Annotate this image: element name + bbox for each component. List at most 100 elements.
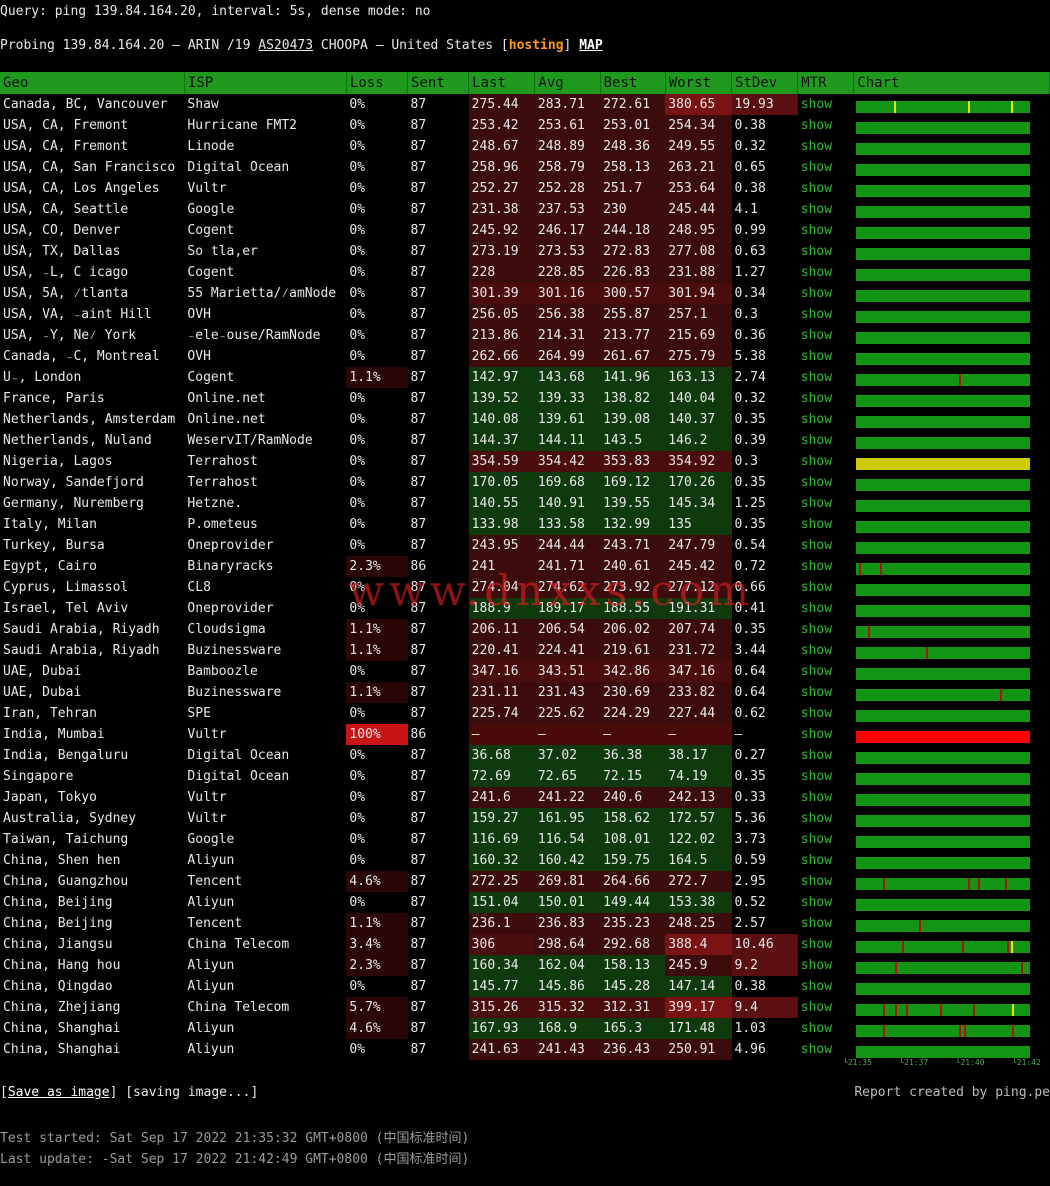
col-header-isp[interactable]: ISP (184, 72, 347, 94)
col-header-loss[interactable]: Loss (346, 72, 409, 94)
mtr-show-link[interactable]: show (800, 580, 833, 595)
mtr-show-link[interactable]: show (800, 769, 833, 784)
mtr-show-link[interactable]: show (800, 979, 833, 994)
latency-bar (855, 1024, 1030, 1037)
col-header-last[interactable]: Last (468, 72, 536, 94)
mtr-show-link[interactable]: show (800, 1021, 833, 1036)
mtr-show-link[interactable]: show (800, 643, 833, 658)
col-header-mtr[interactable]: MTR (797, 72, 855, 94)
mtr-show-link[interactable]: show (800, 832, 833, 847)
cell-best: 158.13 (600, 955, 666, 976)
mtr-show-link[interactable]: show (800, 958, 833, 973)
mtr-show-link[interactable]: show (800, 328, 833, 343)
cell-geo: China, Shanghai (3, 1042, 121, 1057)
mtr-show-link[interactable]: show (800, 181, 833, 196)
mtr-show-link[interactable]: show (800, 538, 833, 553)
col-header-worst[interactable]: Worst (665, 72, 733, 94)
cell-avg: 354.42 (534, 451, 601, 472)
cell-loss: 4.6% (346, 871, 408, 892)
cell-worst: 245.42 (665, 556, 732, 577)
cell-sent: 87 (410, 244, 427, 259)
cell-geo: UAE, Dubai (3, 664, 82, 679)
mtr-show-link[interactable]: show (800, 265, 833, 280)
mtr-show-link[interactable]: show (800, 475, 833, 490)
mtr-show-link[interactable]: show (800, 433, 833, 448)
table-row: Norway, Sandefjord Terrahost 0% 87 170.05 169… (0, 472, 1050, 493)
mtr-show-link[interactable]: show (800, 118, 833, 133)
cell-best: – (600, 724, 666, 745)
saving-status: [saving image...] (125, 1085, 259, 1100)
mtr-show-link[interactable]: show (800, 244, 833, 259)
cell-loss: 0% (349, 160, 366, 175)
col-header-best[interactable]: Best (600, 72, 666, 94)
chart-time-axis: └21:35 └21:37 └21:40 └21:42 (843, 1058, 1041, 1070)
save-as-image-link[interactable]: Save as image (7, 1085, 110, 1100)
col-header-avg[interactable]: Avg (534, 72, 601, 94)
cell-stdev: 9.2 (731, 955, 798, 976)
asn-link[interactable]: AS20473 (258, 38, 314, 53)
chart-cell (854, 682, 1050, 703)
cell-geo: USA, CA, Fremont (3, 139, 129, 154)
cell-isp: Hurricane FMT2 (187, 118, 297, 133)
mtr-show-link[interactable]: show (800, 454, 833, 469)
mtr-show-link[interactable]: show (800, 370, 833, 385)
col-header-geo[interactable]: Geo (0, 72, 185, 94)
mtr-show-link[interactable]: show (800, 307, 833, 322)
mtr-show-link[interactable]: show (800, 223, 833, 238)
mtr-show-link[interactable]: show (800, 811, 833, 826)
table-row: Saudi Arabia, Riyadh Cloudsigma 1.1% 87 206.… (0, 619, 1050, 640)
latency-bar (855, 289, 1030, 302)
mtr-show-link[interactable]: show (800, 139, 833, 154)
cell-stdev: 0.36 (734, 328, 766, 343)
latency-bar (855, 667, 1030, 680)
cell-sent: 86 (410, 559, 427, 574)
mtr-show-link[interactable]: show (800, 517, 833, 532)
mtr-show-link[interactable]: show (800, 1042, 833, 1057)
mtr-show-link[interactable]: show (800, 559, 833, 574)
cell-loss: 0% (349, 601, 366, 616)
packet-loss-mark (967, 877, 970, 890)
mtr-show-link[interactable]: show (800, 916, 833, 931)
mtr-show-link[interactable]: show (800, 160, 833, 175)
mtr-show-link[interactable]: show (800, 853, 833, 868)
chart-cell (854, 829, 1050, 850)
mtr-show-link[interactable]: show (800, 286, 833, 301)
mtr-show-link[interactable]: show (800, 937, 833, 952)
cell-last: 275.44 (468, 94, 535, 115)
mtr-show-link[interactable]: show (800, 685, 833, 700)
map-link[interactable]: MAP (579, 38, 603, 53)
mtr-show-link[interactable]: show (800, 622, 833, 637)
query-line: Query: ping 139.84.164.20, interval: 5s,… (0, 4, 431, 19)
mtr-show-link[interactable]: show (800, 496, 833, 511)
mtr-show-link[interactable]: show (800, 412, 833, 427)
mtr-show-link[interactable]: show (800, 706, 833, 721)
col-header-chart[interactable]: Chart (853, 72, 1050, 94)
chart-cell (854, 871, 1050, 892)
cell-avg: 225.62 (534, 703, 601, 724)
mtr-show-link[interactable]: show (800, 895, 833, 910)
chart-cell (854, 997, 1050, 1018)
mtr-show-link[interactable]: show (800, 601, 833, 616)
mtr-show-link[interactable]: show (800, 748, 833, 763)
mtr-show-link[interactable]: show (800, 349, 833, 364)
chart-cell (854, 514, 1050, 535)
col-header-stdev[interactable]: StDev (731, 72, 799, 94)
cell-loss: 0% (349, 664, 366, 679)
mtr-show-link[interactable]: show (800, 97, 833, 112)
mtr-show-link[interactable]: show (800, 391, 833, 406)
mtr-show-link[interactable]: show (800, 874, 833, 889)
cell-geo: Singapore (3, 769, 74, 784)
mtr-show-link[interactable]: show (800, 664, 833, 679)
mtr-show-link[interactable]: show (800, 727, 833, 742)
cell-loss: 1.1% (346, 367, 408, 388)
packet-loss-mark (1020, 961, 1023, 974)
cell-isp: Online.net (187, 391, 266, 406)
table-row: India, Mumbai Vultr 100% 86– – – – – show (0, 724, 1050, 745)
mtr-show-link[interactable]: show (800, 790, 833, 805)
mtr-show-link[interactable]: show (800, 1000, 833, 1015)
cell-stdev: 3.44 (734, 643, 766, 658)
mtr-show-link[interactable]: show (800, 202, 833, 217)
cell-loss: 3.4% (346, 934, 408, 955)
cell-stdev: 10.46 (731, 934, 798, 955)
col-header-sent[interactable]: Sent (407, 72, 470, 94)
